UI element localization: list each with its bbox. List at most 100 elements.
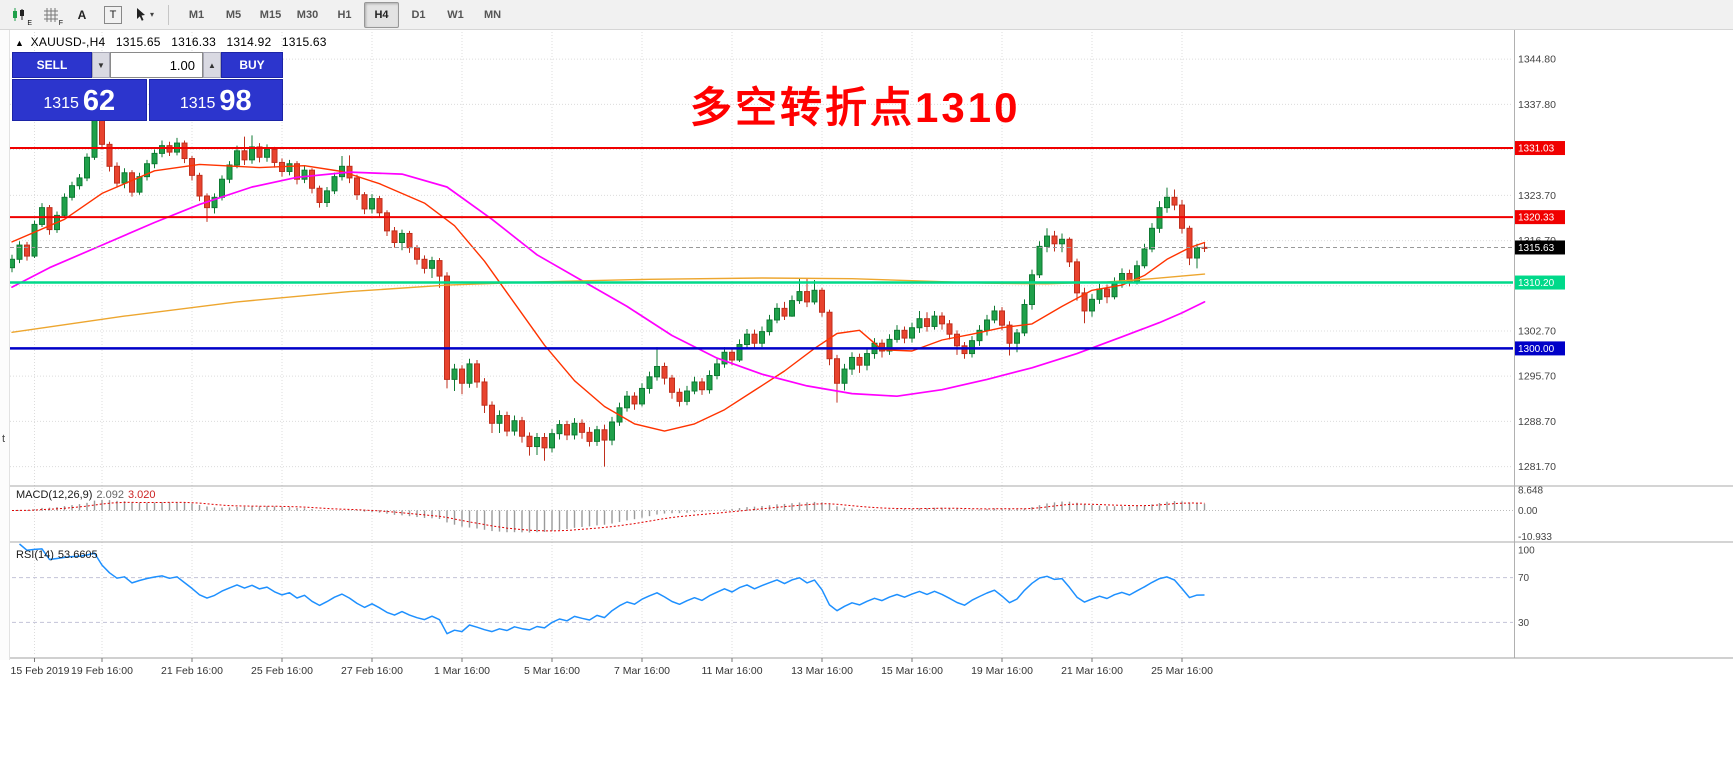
svg-text:13 Mar 16:00: 13 Mar 16:00 (791, 665, 853, 677)
svg-text:5 Mar 16:00: 5 Mar 16:00 (524, 665, 580, 677)
candle (1186, 227, 1193, 259)
svg-text:0.00: 0.00 (1518, 506, 1538, 517)
candle (601, 429, 608, 441)
volume-input[interactable]: 1.00 (110, 52, 203, 78)
candle (646, 376, 653, 389)
grid-glyph (44, 7, 58, 22)
candle (856, 356, 863, 366)
candle (1141, 248, 1148, 267)
candle (421, 258, 428, 269)
sell-button[interactable]: SELL (12, 52, 92, 78)
candle (76, 177, 83, 187)
candle (1171, 196, 1178, 206)
candle (796, 291, 803, 302)
textbox-tool-icon[interactable]: T (99, 2, 127, 28)
rsi-name: RSI(14) (16, 549, 54, 561)
chart-annotation: 多空转折点1310 (690, 84, 1021, 131)
macd-signal-line (11, 501, 1205, 532)
timeframe-button-mn[interactable]: MN (483, 8, 502, 21)
candle (24, 244, 30, 257)
timeframe-button-m30[interactable]: M30 (296, 8, 319, 21)
candle (556, 424, 563, 435)
candle (189, 158, 195, 176)
candle (781, 307, 788, 317)
price-tag-1300.00: 1300.00 (1515, 341, 1565, 356)
candle (864, 353, 870, 366)
timeframe-button-m1[interactable]: M1 (188, 8, 205, 21)
cursor-glyph (136, 8, 145, 21)
candle (639, 387, 645, 405)
svg-text:19 Feb 16:00: 19 Feb 16:00 (71, 665, 133, 677)
sell-price-display[interactable]: 1315 62 (12, 79, 147, 121)
candle (1194, 247, 1200, 259)
timeframe-button-h1[interactable]: H1 (337, 8, 352, 21)
svg-text:1302.70: 1302.70 (1518, 325, 1556, 337)
volume-spinner-icon[interactable]: ▲ (203, 52, 221, 78)
candle (1149, 227, 1155, 250)
rsi-panel: 100 70 30 (12, 543, 1535, 635)
svg-text:-10.933: -10.933 (1518, 532, 1552, 543)
tick-direction-icon: ▲ (15, 38, 25, 48)
candle (106, 143, 113, 167)
toolbar-separator (168, 4, 169, 25)
candle (1111, 282, 1118, 298)
candle (361, 194, 368, 210)
cursor-tool-icon[interactable]: ▾ (130, 2, 158, 28)
candle (391, 230, 398, 244)
grid-icon[interactable]: F (37, 2, 65, 28)
timeframe-button-d1[interactable]: D1 (411, 8, 426, 21)
grid-tool-sub-label: F (58, 19, 63, 27)
svg-text:1315.63: 1315.63 (1518, 243, 1555, 254)
symbol-ohlc-line: ▲ XAUUSD-,H4 1315.65 1316.33 1314.92 131… (15, 35, 334, 49)
candle (144, 163, 150, 178)
toolbar: E F A T ▾ M1 M5 M15 M30 H1 H4 D1 W1 MN (0, 0, 1733, 30)
candle (1044, 235, 1050, 247)
timeframe-button-w1[interactable]: W1 (447, 8, 464, 21)
candle (84, 156, 90, 179)
candle (826, 311, 833, 360)
buy-price-main: 1315 (179, 95, 216, 112)
volume-dropdown-icon[interactable]: ▼ (92, 52, 110, 78)
candle (804, 291, 810, 303)
svg-text:30: 30 (1518, 618, 1530, 629)
candle (766, 319, 773, 333)
candlestick-chart-icon[interactable]: E (6, 2, 34, 28)
candle (676, 391, 683, 402)
candle (1096, 288, 1103, 300)
buy-price-display[interactable]: 1315 98 (148, 79, 283, 121)
timeframe-button-m15[interactable]: M15 (259, 8, 282, 21)
candle (699, 381, 705, 391)
rsi-value: 53.6605 (57, 549, 98, 561)
candle (1006, 324, 1013, 344)
candle (789, 300, 795, 317)
candle (1066, 238, 1073, 263)
timeframe-button-m5[interactable]: M5 (225, 8, 242, 21)
candle (894, 329, 900, 340)
buy-button[interactable]: BUY (221, 52, 283, 78)
text-tool-icon[interactable]: A (77, 7, 87, 22)
candle (714, 363, 720, 377)
macd-panel: 8.648 0.00 -10.933 (11, 486, 1552, 543)
candle (946, 323, 953, 335)
candle (841, 368, 848, 384)
candle (1164, 196, 1170, 209)
candle (1059, 238, 1065, 245)
candle (294, 163, 300, 180)
candle (811, 289, 818, 303)
svg-text:8.648: 8.648 (1518, 486, 1543, 497)
rsi-line (19, 543, 1205, 635)
sell-price-pips: 62 (82, 85, 116, 117)
left-edge-char: t (2, 433, 6, 445)
timeframe-button-h4[interactable]: H4 (364, 1, 399, 28)
price-tag-1310.20: 1310.20 (1515, 275, 1565, 290)
symbol-name: XAUUSD-,H4 (30, 35, 106, 49)
candle (249, 146, 255, 161)
rsi-label: RSI(14) 53.6605 (16, 549, 98, 561)
macd-label: MACD(12,26,9) 2.092 3.020 (16, 489, 155, 501)
candle (999, 310, 1005, 326)
macd-value-main: 2.092 (96, 489, 124, 501)
candle (939, 315, 945, 325)
candle (961, 345, 968, 355)
candle (466, 363, 473, 384)
